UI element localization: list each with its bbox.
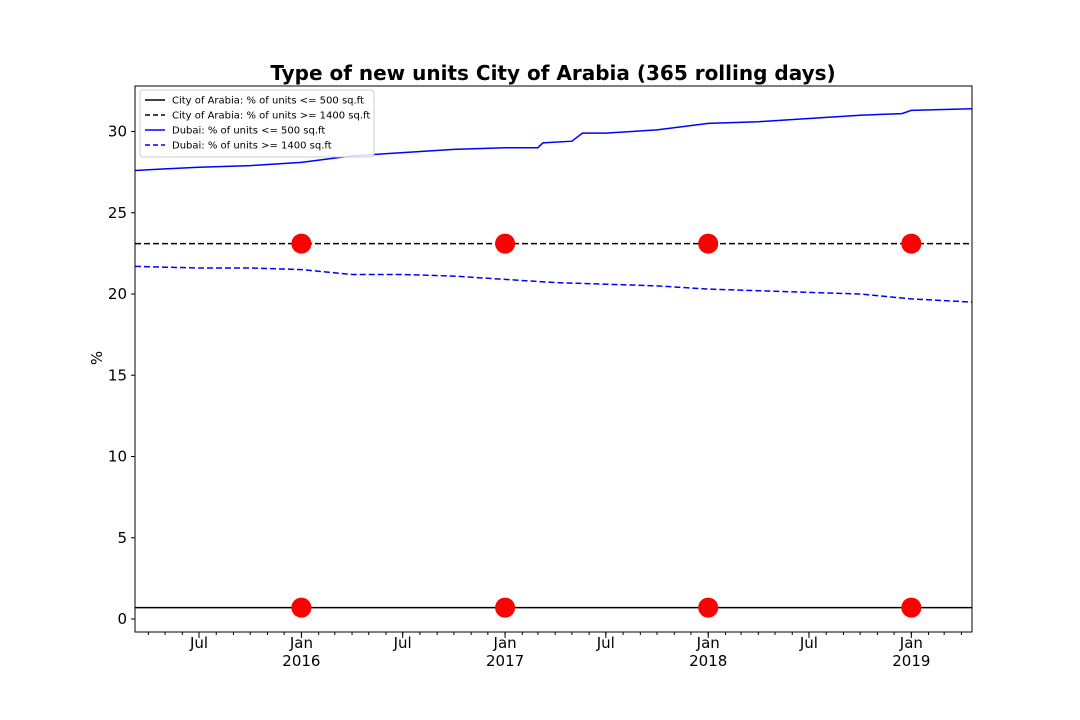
- chart-title: Type of new units City of Arabia (365 ro…: [270, 61, 835, 85]
- y-tick-label: 0: [117, 610, 127, 628]
- legend-entry-label: Dubai: % of units >= 1400 sq.ft: [172, 141, 332, 152]
- marker-point-5: [291, 233, 312, 254]
- x-tick-year-label: 2019: [892, 652, 930, 670]
- series-line-4: [134, 265, 973, 303]
- x-tick-label: Jul: [596, 634, 615, 652]
- marker-point-6: [495, 233, 516, 254]
- marker-point-1: [291, 597, 312, 618]
- x-tick-year-label: 2018: [689, 652, 727, 670]
- x-tick-label: Jan: [696, 634, 720, 652]
- marker-point-3: [698, 597, 719, 618]
- series-line-3: [134, 108, 973, 172]
- marker-point-4: [901, 597, 922, 618]
- legend-box: [139, 89, 375, 158]
- marker-point-7: [698, 233, 719, 254]
- marker-point-2: [495, 597, 516, 618]
- plot-area: [134, 108, 973, 618]
- legend-entry-label: City of Arabia: % of units >= 1400 sq.ft: [172, 111, 370, 122]
- x-tick-label: Jul: [393, 634, 412, 652]
- legend-entry-label: Dubai: % of units <= 500 sq.ft: [172, 126, 325, 137]
- marker-point-8: [901, 233, 922, 254]
- y-tick-label: 20: [108, 285, 127, 303]
- x-tick-label: Jul: [189, 634, 208, 652]
- x-tick-label: Jan: [493, 634, 517, 652]
- y-axis-label: %: [88, 351, 106, 365]
- y-tick-label: 25: [108, 204, 127, 222]
- x-tick-year-label: 2017: [486, 652, 524, 670]
- x-tick-label: Jan: [289, 634, 313, 652]
- y-tick-label: 5: [117, 529, 127, 547]
- legend: City of Arabia: % of units <= 500 sq.ft C…: [139, 89, 375, 158]
- y-tick-label: 15: [108, 366, 127, 384]
- x-tick-label: Jul: [799, 634, 818, 652]
- y-tick-label: 10: [108, 448, 127, 466]
- x-tick-year-label: 2016: [282, 652, 320, 670]
- plot-frame: [134, 85, 973, 633]
- x-tick-label: Jan: [899, 634, 923, 652]
- legend-entry-label: City of Arabia: % of units <= 500 sq.ft: [172, 96, 364, 107]
- y-tick-label: 30: [108, 123, 127, 141]
